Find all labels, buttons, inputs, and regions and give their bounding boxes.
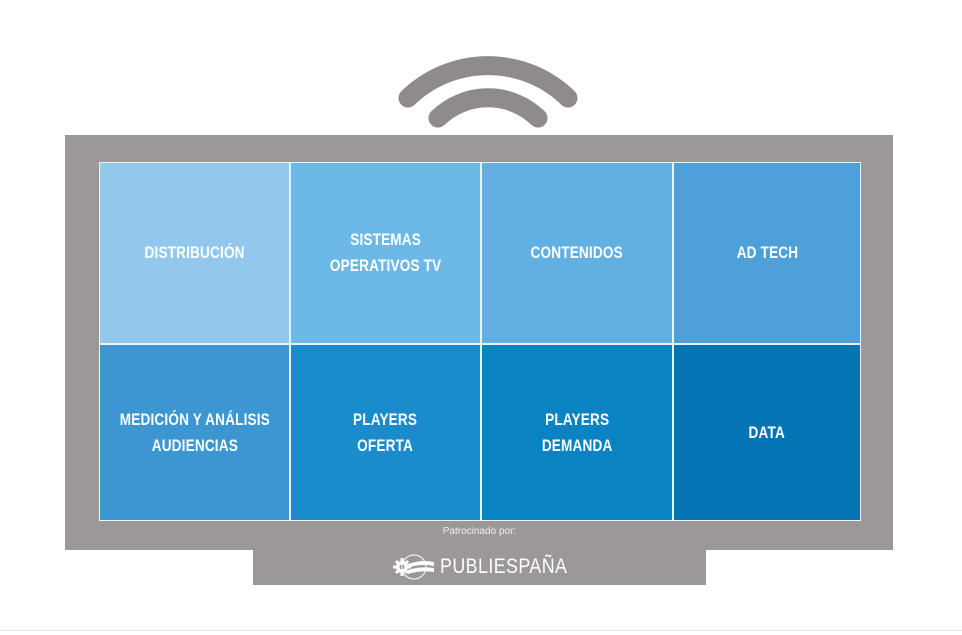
tile-label: DISTRIBUCIÓN xyxy=(144,243,245,262)
tile-label: PLAYERS OFERTA xyxy=(353,409,418,455)
tile-label: DATA xyxy=(748,422,786,442)
gear-flag-icon xyxy=(393,554,434,580)
tile-data: DATA xyxy=(673,344,861,521)
tile-contenidos: CONTENIDOS xyxy=(481,162,673,344)
tile-label: SISTEMAS OPERATIVOS TV xyxy=(329,230,442,275)
tile-players-oferta: PLAYERS OFERTA xyxy=(290,344,481,521)
tile-label: AD TECH xyxy=(736,243,798,262)
divider xyxy=(0,630,962,631)
tile-grid: DISTRIBUCIÓN SISTEMAS OPERATIVOS TV CONT… xyxy=(99,162,861,521)
tile-sistemas-operativos: SISTEMAS OPERATIVOS TV xyxy=(290,162,481,344)
tile-distribucion: DISTRIBUCIÓN xyxy=(99,162,290,344)
tile-medicion: MEDICIÓN Y ANÁLISIS AUDIENCIAS xyxy=(99,344,290,521)
sponsor-label: Patrocinado por: xyxy=(442,526,517,537)
tile-players-demanda: PLAYERS DEMANDA xyxy=(481,344,673,521)
publiespana-logo: PUBLIESPAÑA xyxy=(392,553,590,581)
tile-label: PLAYERS DEMANDA xyxy=(541,409,613,455)
tv-stand xyxy=(253,549,706,585)
logo-text: PUBLIESPAÑA xyxy=(440,555,568,578)
wifi-icon xyxy=(398,56,578,128)
tile-ad-tech: AD TECH xyxy=(673,162,861,344)
tile-label: MEDICIÓN Y ANÁLISIS AUDIENCIAS xyxy=(119,409,270,455)
tile-label: CONTENIDOS xyxy=(530,243,624,262)
